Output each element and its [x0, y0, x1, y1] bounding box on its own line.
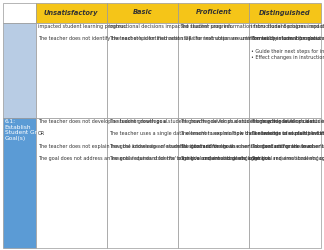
Text: The teacher develops a student growth goal for students in one grade level or cl: The teacher develops a student growth go… — [109, 119, 324, 161]
Text: The teacher does not develop a student growth goal.

OR

The teacher does not ex: The teacher does not develop a student g… — [38, 119, 260, 161]
Text: Basic: Basic — [133, 10, 152, 16]
Bar — [178, 118, 249, 248]
Bar — [249, 118, 321, 248]
Text: Proficient: Proficient — [196, 10, 232, 16]
Text: The teacher develops a student growth goal for students in one grade level or cl: The teacher develops a student growth go… — [251, 119, 324, 161]
Bar — [178, 22, 249, 118]
Bar — [107, 118, 178, 248]
Bar — [3, 22, 36, 118]
Bar — [178, 2, 249, 22]
Text: Unsatisfactory: Unsatisfactory — [44, 10, 98, 16]
Bar — [249, 2, 321, 22]
Bar — [36, 2, 107, 22]
Text: The teacher uses information from student progress and students' experience of l: The teacher uses information from studen… — [180, 24, 324, 29]
Text: The teacher develops a student growth goal for students in one grade level or cl: The teacher develops a student growth go… — [180, 119, 324, 161]
Bar — [249, 22, 321, 118]
Text: instructional decisions impacted student progress.

The teacher's identified nex: instructional decisions impacted student… — [109, 24, 324, 42]
Bar — [3, 2, 36, 22]
Bar — [36, 118, 107, 248]
Bar — [3, 118, 36, 248]
Text: instructional decisions impacted student progress.

The teacher uses information: instructional decisions impacted student… — [251, 24, 324, 60]
Bar — [107, 22, 178, 118]
Bar — [107, 2, 178, 22]
Text: Distinguished: Distinguished — [259, 10, 311, 16]
Text: 6.1:
Establish
Student Growth
Goal(s): 6.1: Establish Student Growth Goal(s) — [5, 119, 51, 141]
Text: impacted student learning progress.

The teacher does not identify the next step: impacted student learning progress. The … — [38, 24, 324, 42]
Bar — [36, 22, 107, 118]
